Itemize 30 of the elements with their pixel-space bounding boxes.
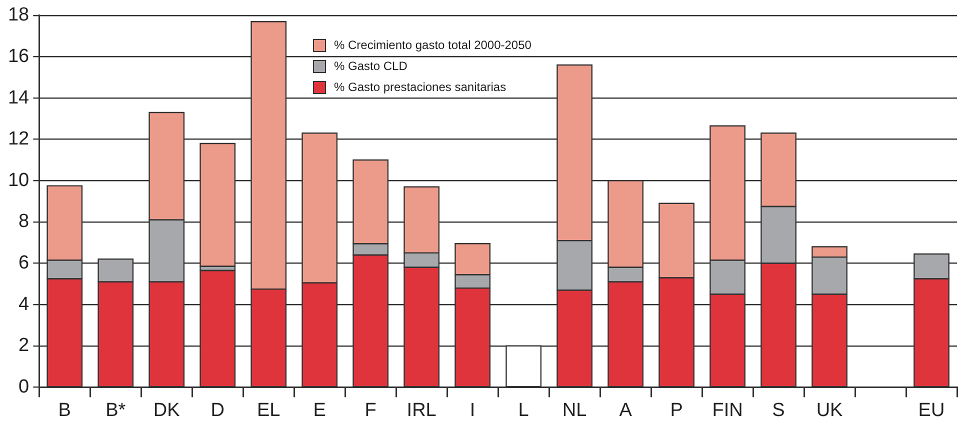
x-tick-label: S — [772, 400, 785, 421]
x-tick-label: F — [364, 400, 376, 421]
y-tick-label: 10 — [8, 170, 30, 191]
x-tick-label: E — [313, 400, 326, 421]
x-tick-label: B* — [106, 400, 126, 421]
y-tick-label: 4 — [18, 294, 30, 315]
y-tick-label: 6 — [18, 252, 30, 274]
x-tick-label: EL — [256, 400, 280, 421]
y-tick-label: 0 — [18, 376, 30, 398]
x-tick-label: P — [670, 400, 683, 421]
legend-label: % Gasto CLD — [334, 58, 408, 75]
x-tick-label: B — [58, 400, 71, 421]
y-tick-label: 12 — [8, 128, 30, 150]
x-tick-label: DK — [153, 400, 180, 421]
legend-label: % Crecimiento gasto total 2000-2050 — [334, 37, 532, 54]
legend-label: % Gasto prestaciones sanitarias — [334, 79, 506, 96]
x-tick-label: A — [619, 400, 632, 421]
x-tick-label: IRL — [406, 400, 436, 421]
x-tick-label: FIN — [712, 400, 743, 421]
x-tick-label: L — [518, 400, 529, 421]
x-tick-label: I — [470, 400, 476, 421]
y-tick-label: 8 — [18, 211, 30, 232]
x-tick-label: EU — [918, 400, 945, 421]
x-tick-label: UK — [816, 400, 844, 421]
x-tick-label: NL — [562, 400, 587, 421]
y-tick-label: 18 — [8, 4, 30, 26]
x-tick-label: D — [210, 400, 224, 421]
y-tick-label: 16 — [8, 46, 30, 67]
y-tick-label: 2 — [18, 335, 30, 356]
y-tick-label: 14 — [8, 87, 30, 108]
